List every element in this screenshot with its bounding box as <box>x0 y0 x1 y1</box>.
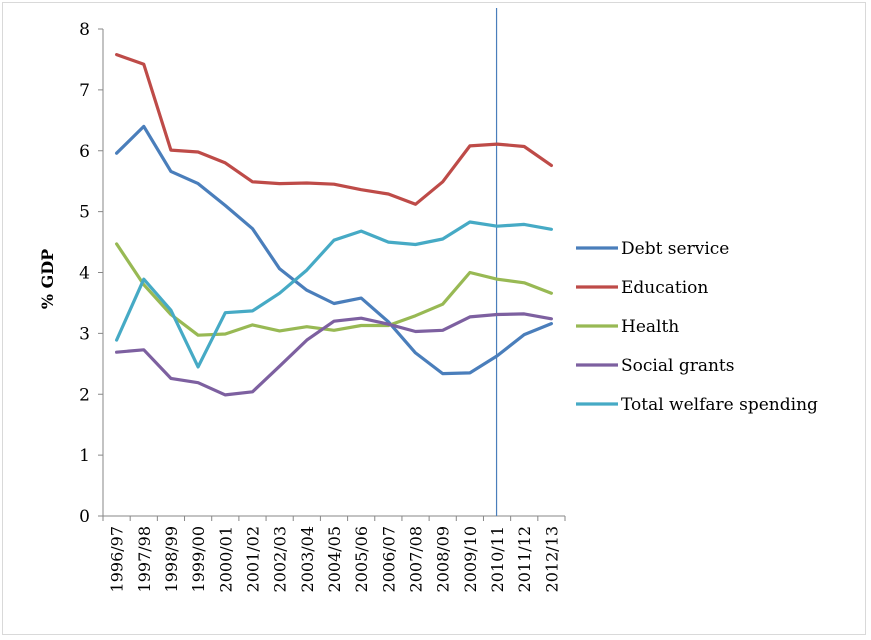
series-lines <box>114 52 554 397</box>
y-tick-label: 4 <box>79 264 90 284</box>
y-tick-label: 3 <box>79 324 90 344</box>
y-tick-label: 7 <box>79 81 90 101</box>
x-tick-label: 2006/07 <box>379 526 398 592</box>
x-tick-label: 2008/09 <box>434 526 453 592</box>
chart-axes <box>98 28 566 521</box>
legend-label: Education <box>621 278 708 298</box>
y-tick-label: 2 <box>79 385 90 405</box>
x-tick-labels: 1996/97 1997/98 1998/99 1999/00 2000/01 2001/… <box>108 526 562 592</box>
y-tick-label: 8 <box>79 20 90 40</box>
series-line-health <box>114 242 554 337</box>
x-tick-label: 1999/00 <box>189 526 208 592</box>
series-line-total-welfare-spending <box>114 220 554 369</box>
y-tick-label: 6 <box>79 142 90 162</box>
y-tick-label: 5 <box>79 203 90 223</box>
legend-label: Health <box>621 317 679 337</box>
legend-label: Social grants <box>621 356 734 376</box>
series-line-debt-service <box>114 124 554 376</box>
x-tick-label: 2007/08 <box>407 526 426 592</box>
x-tick-label: 2002/03 <box>271 526 290 592</box>
x-tick-label: 2010/11 <box>488 526 507 592</box>
x-tick-label: 2000/01 <box>216 526 235 592</box>
y-tick-label: 1 <box>79 446 90 466</box>
y-axis-label: % GDP <box>38 249 57 309</box>
legend-label: Debt service <box>621 239 729 259</box>
y-tick-labels: 0 1 2 3 4 5 6 7 8 <box>79 20 90 527</box>
y-tick-label: 0 <box>79 507 90 527</box>
x-tick-label: 2004/05 <box>325 526 344 592</box>
x-tick-label: 2005/06 <box>352 526 371 592</box>
x-tick-label: 2012/13 <box>542 526 561 592</box>
x-tick-label: 2001/02 <box>243 526 262 592</box>
legend: Debt service Education Health Social grants… <box>576 239 818 415</box>
x-tick-label: 1996/97 <box>108 526 127 592</box>
x-tick-label: 2003/04 <box>298 526 317 592</box>
legend-label: Total welfare spending <box>621 395 818 415</box>
series-line-social-grants <box>114 312 554 397</box>
x-tick-label: 1997/98 <box>135 526 154 592</box>
x-tick-label: 2009/10 <box>461 526 480 592</box>
series-line-education <box>114 52 554 206</box>
x-tick-label: 2011/12 <box>515 526 534 592</box>
x-tick-label: 1998/99 <box>162 526 181 592</box>
